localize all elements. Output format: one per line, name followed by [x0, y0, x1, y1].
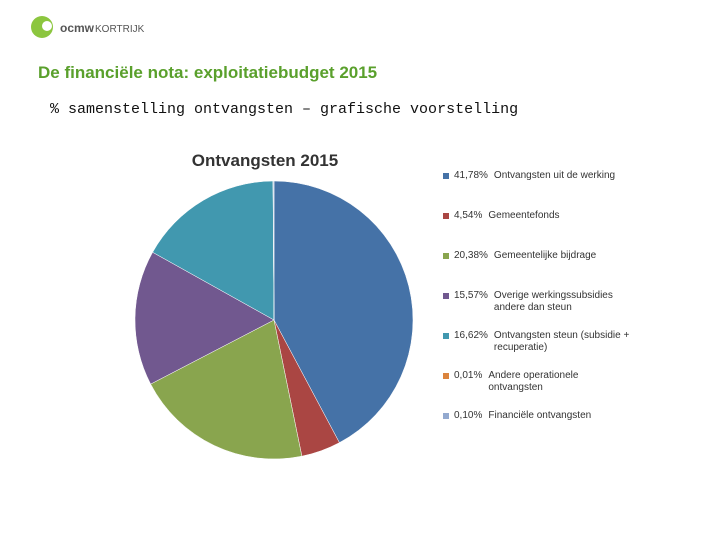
legend-item: 20,38% Gemeentelijke bijdrage	[441, 250, 631, 290]
legend-label: Ontvangsten uit de werking	[493, 170, 616, 181]
legend-item: 4,54% Gemeentefonds	[441, 210, 631, 250]
legend-item: 0,10% Financiële ontvangsten	[441, 410, 631, 450]
logo-org: ocmw	[60, 21, 95, 35]
chart-title: Ontvangsten 2015	[192, 151, 338, 170]
legend-swatch	[443, 413, 449, 419]
logo-mark-hole	[42, 21, 52, 31]
legend-value: 0,01%	[454, 370, 483, 381]
pie	[134, 180, 414, 460]
legend-swatch	[443, 253, 449, 259]
slide-subtitle: % samenstelling ontvangsten – grafische …	[50, 101, 518, 118]
legend-swatch	[443, 333, 449, 339]
legend-label: Financiële ontvangsten	[488, 410, 592, 421]
legend-swatch	[443, 213, 449, 219]
pie-slice	[272, 180, 275, 321]
slide-title: De financiële nota: exploitatiebudget 20…	[38, 63, 377, 82]
legend-label: Ontvangsten steun (subsidie + recuperati…	[493, 330, 630, 353]
legend-value: 15,57%	[454, 290, 488, 301]
logo-city: KORTRIJK	[95, 24, 145, 35]
pie-slice	[273, 180, 414, 443]
legend-item: 15,57% Overige werkingssubsidies andere d…	[441, 290, 631, 330]
legend-label: Gemeentefonds	[488, 210, 560, 221]
legend-label: Gemeentelijke bijdrage	[493, 250, 597, 261]
legend: 41,78% Ontvangsten uit de werking 4,54% Gem…	[441, 170, 631, 450]
pie-slice	[134, 251, 275, 385]
pie-slice	[150, 319, 303, 460]
legend-item: 16,62% Ontvangsten steun (subsidie + recu…	[441, 330, 631, 370]
legend-value: 41,78%	[454, 170, 488, 181]
legend-value: 4,54%	[454, 210, 483, 221]
legend-item: 0,01% Andere operationele ontvangsten	[441, 370, 631, 410]
legend-item: 41,78% Ontvangsten uit de werking	[441, 170, 631, 210]
legend-value: 20,38%	[454, 250, 488, 261]
legend-swatch	[443, 293, 449, 299]
legend-value: 0,10%	[454, 410, 483, 421]
pie-slice	[152, 180, 275, 321]
legend-swatch	[443, 373, 449, 379]
legend-label: Andere operationele ontvangsten	[488, 370, 579, 393]
legend-swatch	[443, 173, 449, 179]
legend-value: 16,62%	[454, 330, 488, 341]
legend-label: Overige werkingssubsidies andere dan ste…	[493, 290, 613, 313]
